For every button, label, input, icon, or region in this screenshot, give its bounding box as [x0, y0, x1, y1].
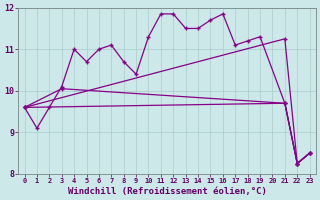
X-axis label: Windchill (Refroidissement éolien,°C): Windchill (Refroidissement éolien,°C) — [68, 187, 267, 196]
